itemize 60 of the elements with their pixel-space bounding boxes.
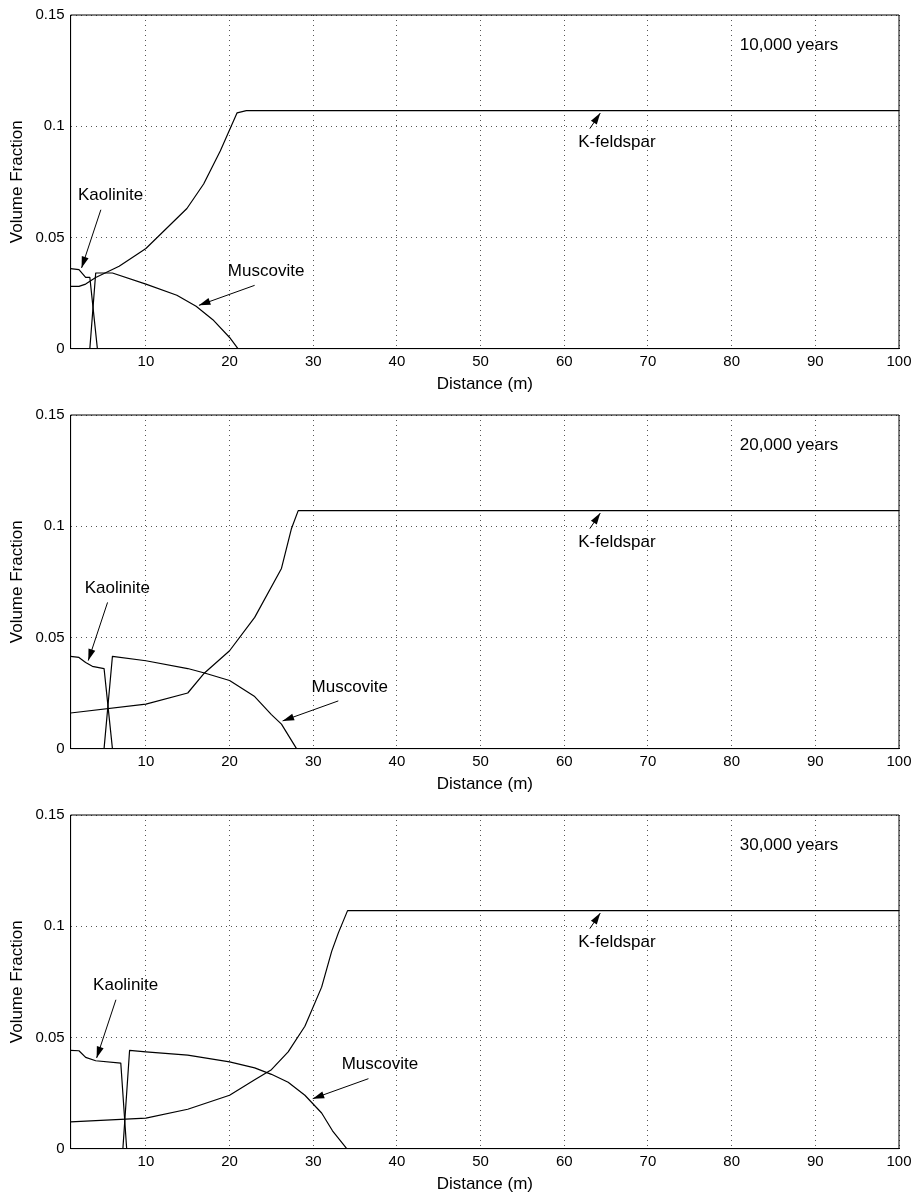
x-tick-label: 60 [555,351,573,369]
y-axis-title: Volume Fraction [6,920,26,1044]
annotation: K-feldspar [578,932,657,952]
x-tick-label: 100 [886,351,912,369]
x-tick-label: 100 [886,1151,912,1169]
x-tick-label: 60 [555,1151,573,1169]
x-tick-label: 10 [137,751,155,769]
y-tick-label: 0.05 [35,1027,65,1045]
x-tick-label: 10 [137,1151,155,1169]
x-tick-label: 70 [639,1151,657,1169]
y-tick-label: 0.1 [43,516,65,534]
y-tick-label: 0.05 [35,227,65,245]
annotation: Muscovite [311,676,389,696]
annotation: 10,000 years [739,34,839,54]
x-tick-label: 10 [137,351,155,369]
annotation: 20,000 years [739,434,839,454]
y-tick-label: 0.15 [35,805,65,823]
x-tick-label: 50 [472,1151,489,1169]
x-tick-label: 30 [304,751,322,769]
annotation: Kaolinite [84,578,150,598]
annotation: K-feldspar [578,132,657,152]
annotation: Muscovite [227,261,305,281]
y-axis-title: Volume Fraction [6,520,26,644]
y-tick-label: 0.15 [35,405,65,423]
x-tick-label: 30 [304,1151,322,1169]
y-tick-label: 0 [56,1138,65,1156]
annotation: K-feldspar [578,532,657,552]
x-tick-label: 70 [639,751,657,769]
y-axis-title: Volume Fraction [6,120,26,244]
x-axis-title: Distance (m) [436,1174,533,1194]
x-tick-label: 90 [806,751,824,769]
y-tick-label: 0.05 [35,627,65,645]
annotation: Kaolinite [78,185,144,205]
x-tick-label: 20 [221,1151,238,1169]
x-tick-label: 50 [472,351,489,369]
x-axis-title: Distance (m) [436,374,533,394]
x-tick-label: 90 [806,351,824,369]
x-tick-label: 100 [886,751,912,769]
x-tick-label: 30 [304,351,322,369]
y-tick-label: 0 [56,738,65,756]
annotation: Muscovite [341,1054,419,1074]
x-tick-label: 20 [221,351,238,369]
x-tick-label: 90 [806,1151,824,1169]
annotation: Kaolinite [93,975,159,995]
x-tick-label: 50 [472,751,489,769]
x-tick-label: 80 [723,351,740,369]
y-tick-label: 0 [56,338,65,356]
x-tick-label: 20 [221,751,238,769]
x-tick-label: 60 [555,751,573,769]
x-tick-label: 80 [723,751,740,769]
x-tick-label: 40 [388,751,406,769]
x-tick-label: 40 [388,351,406,369]
x-tick-label: 40 [388,1151,406,1169]
x-tick-label: 70 [639,351,657,369]
annotation: 30,000 years [739,834,839,854]
y-tick-label: 0.1 [43,916,65,934]
x-axis-title: Distance (m) [436,774,533,794]
y-tick-label: 0.1 [43,116,65,134]
x-tick-label: 80 [723,1151,740,1169]
y-tick-label: 0.15 [35,5,65,23]
